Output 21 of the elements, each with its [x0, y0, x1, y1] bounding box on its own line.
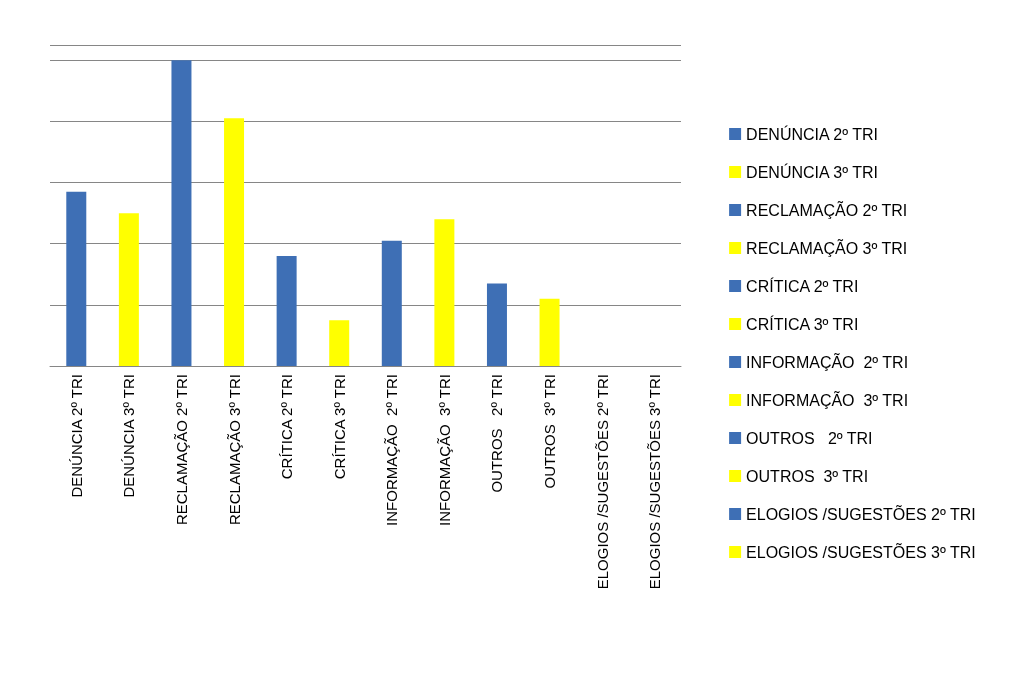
x-tick-label: OUTROS 3º TRI — [541, 374, 559, 489]
legend-label: INFORMAÇÃO 2º TRI — [746, 351, 909, 371]
legend-label: CRÍTICA 2º TRI — [746, 276, 859, 295]
legend-label: CRÍTICA 3º TRI — [746, 314, 859, 333]
x-tick-label: OUTROS 2º TRI — [488, 374, 506, 493]
legend-label: DENÚNCIA 3º TRI — [746, 162, 878, 181]
x-tick-label: INFORMAÇÃO 3º TRI — [435, 374, 453, 526]
legend-label: INFORMAÇÃO 3º TRI — [746, 389, 909, 409]
x-tick-label: ELOGIOS /SUGESTÕES 2º TRI — [593, 374, 611, 590]
legend-label: DENÚNCIA 2º TRI — [746, 124, 878, 143]
legend-label: RECLAMAÇÃO 2º TRI — [746, 199, 908, 219]
x-tick-label: RECLAMAÇÃO 2º TRI — [172, 374, 190, 526]
x-tick-label: ELOGIOS /SUGESTÕES 3º TRI — [646, 374, 664, 590]
legend-label: RECLAMAÇÃO 3º TRI — [746, 237, 908, 257]
x-tick-label: CRÍTICA 2º TRI — [278, 374, 296, 480]
x-tick-label: CRÍTICA 3º TRI — [330, 374, 348, 480]
legend-label: ELOGIOS /SUGESTÕES 3º TRI — [746, 541, 976, 561]
x-tick-label: INFORMAÇÃO 2º TRI — [383, 374, 401, 526]
x-tick-label: DENÚNCIA 2º TRI — [67, 374, 85, 498]
x-tick-label: DENÚNCIA 3º TRI — [120, 374, 138, 498]
x-tick-label: RECLAMAÇÃO 3º TRI — [225, 374, 243, 526]
